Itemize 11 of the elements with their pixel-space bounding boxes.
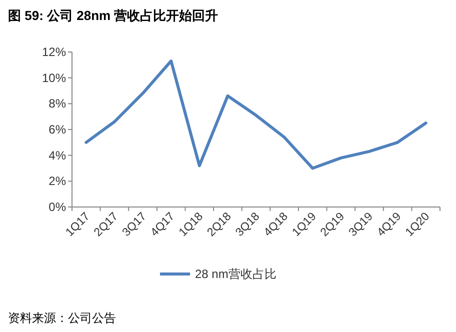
- y-tick-label: 8%: [48, 96, 66, 111]
- text: 资料来源：公司公告: [8, 311, 116, 325]
- y-tick-label: 10%: [42, 70, 66, 85]
- chart-title: 图 59: 公司 28nm 营收占比开始回升: [8, 8, 218, 23]
- y-tick-label: 6%: [48, 122, 66, 136]
- y-tick-label: 12%: [42, 45, 66, 59]
- line-series: [84, 60, 428, 170]
- y-tick-label: 2%: [48, 174, 66, 188]
- y-tick-label: 4%: [48, 148, 66, 162]
- legend-label: 28 nm营收占比: [195, 267, 276, 281]
- y-tick-label: 0%: [48, 200, 66, 214]
